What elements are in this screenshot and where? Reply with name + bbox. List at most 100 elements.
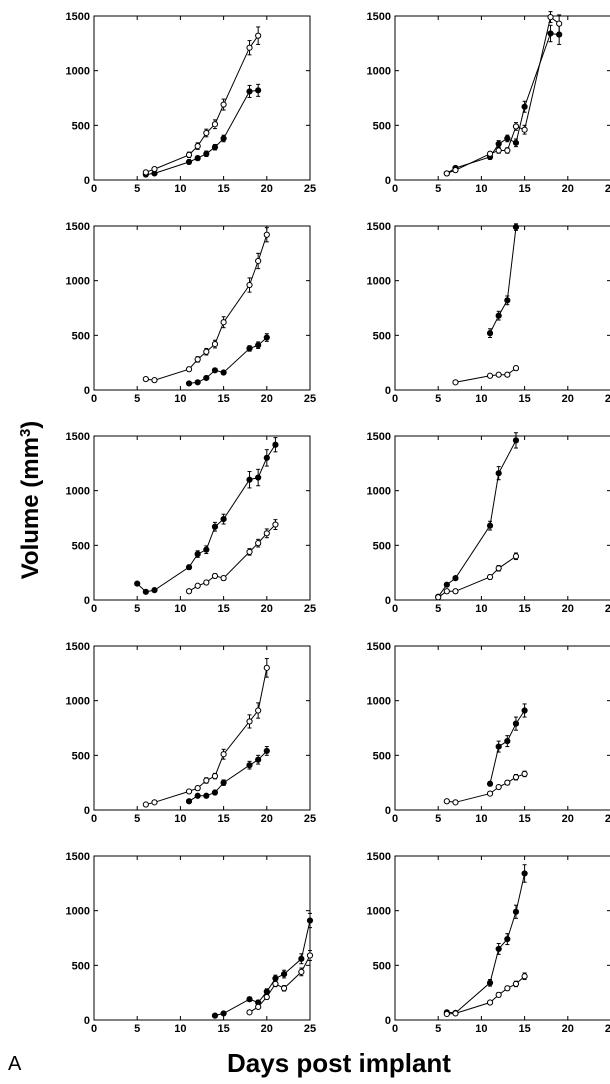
y-tick-label: 1500	[66, 641, 90, 653]
data-point	[486, 979, 494, 986]
data-point	[495, 991, 502, 998]
data-point	[194, 785, 201, 792]
data-point	[495, 312, 502, 319]
y-tick-label: 1000	[367, 486, 391, 498]
x-tick-label: 5	[435, 183, 441, 195]
data-point	[211, 121, 219, 128]
x-tick-label: 15	[217, 813, 229, 825]
x-tick-label: 0	[392, 813, 398, 825]
data-point	[134, 580, 141, 587]
panel-7: 0 5 10 15 20 25 0 500 1000 1500	[66, 641, 317, 825]
data-point	[220, 135, 227, 142]
plot-frame	[93, 225, 311, 391]
y-tick-label: 1000	[66, 696, 90, 708]
y-axis-label-end: )	[17, 421, 44, 429]
x-tick-label: 0	[392, 1023, 398, 1035]
data-point	[486, 780, 494, 787]
panel-6: 0 5 10 15 20 25 0 500 1000 1500	[367, 431, 610, 615]
x-tick-label: 15	[518, 813, 530, 825]
data-point	[486, 330, 494, 337]
y-tick-label: 1000	[367, 696, 391, 708]
data-point	[263, 231, 270, 238]
data-point	[142, 588, 149, 595]
x-tick-label: 25	[605, 813, 610, 825]
x-tick-label: 10	[475, 603, 487, 615]
data-point	[263, 530, 270, 537]
data-point	[246, 1009, 253, 1016]
data-point	[203, 792, 210, 799]
y-tick-label: 0	[84, 385, 90, 397]
plot-frame	[394, 855, 610, 1021]
data-point	[246, 476, 253, 483]
data-point	[255, 540, 262, 547]
data-point	[272, 975, 279, 982]
x-tick-label: 0	[392, 183, 398, 195]
x-tick-label: 25	[304, 183, 316, 195]
x-tick-label: 10	[174, 1023, 186, 1035]
panel-10: 0 5 10 15 20 25 0 500 1000 1500	[367, 851, 610, 1035]
data-point	[547, 30, 554, 37]
y-tick-label: 0	[385, 385, 391, 397]
data-point	[512, 437, 520, 444]
series-open	[452, 365, 520, 386]
data-point	[185, 158, 193, 166]
data-point	[220, 369, 227, 376]
data-point	[203, 374, 210, 382]
data-point	[452, 1010, 459, 1017]
y-tick-label: 1500	[66, 851, 90, 863]
data-point	[495, 147, 502, 154]
panel-3: 0 5 10 15 20 25 0 500 1000 1500	[66, 221, 317, 405]
data-point	[246, 996, 253, 1003]
data-point	[194, 582, 201, 589]
series-line	[145, 667, 268, 805]
data-point	[272, 980, 279, 988]
plot-frame	[394, 15, 610, 181]
data-point	[185, 788, 193, 795]
x-tick-label: 15	[217, 1023, 229, 1035]
data-point	[211, 1012, 219, 1019]
x-tick-label: 5	[435, 813, 441, 825]
data-point	[246, 281, 253, 289]
y-tick-label: 500	[72, 540, 90, 552]
y-tick-label: 500	[373, 960, 391, 972]
y-tick-label: 1000	[66, 486, 90, 498]
x-tick-label: 20	[261, 603, 273, 615]
data-point	[211, 773, 219, 780]
data-point	[443, 588, 450, 595]
x-tick-label: 20	[562, 813, 574, 825]
x-tick-label: 15	[217, 603, 229, 615]
data-point	[185, 151, 193, 158]
data-point	[504, 371, 511, 378]
data-point	[194, 356, 201, 363]
series-open	[443, 770, 528, 806]
data-point	[203, 348, 210, 355]
x-tick-label: 25	[304, 393, 316, 405]
data-point	[211, 789, 219, 796]
y-tick-label: 500	[72, 120, 90, 132]
y-tick-label: 0	[385, 595, 391, 607]
data-point	[504, 779, 511, 786]
x-tick-label: 25	[605, 393, 610, 405]
data-point	[203, 777, 210, 784]
data-point	[495, 945, 502, 953]
data-point	[194, 143, 201, 150]
data-point	[142, 169, 149, 176]
x-tick-label: 5	[435, 393, 441, 405]
data-point	[211, 340, 219, 348]
panel-1: 0 5 10 15 20 25 0 500 1000 1500	[66, 11, 317, 195]
data-point	[203, 546, 210, 553]
y-tick-label: 0	[84, 1015, 90, 1027]
data-point	[521, 126, 528, 133]
y-tick-label: 0	[84, 175, 90, 187]
data-point	[521, 707, 528, 714]
data-point	[547, 13, 554, 21]
y-tick-label: 1000	[66, 276, 90, 288]
y-tick-label: 1500	[367, 641, 391, 653]
x-tick-label: 10	[174, 393, 186, 405]
data-point	[151, 587, 158, 594]
data-point	[495, 565, 502, 572]
x-tick-label: 20	[261, 393, 273, 405]
data-point	[512, 365, 520, 372]
plot-frame	[394, 645, 610, 811]
data-point	[263, 454, 270, 461]
